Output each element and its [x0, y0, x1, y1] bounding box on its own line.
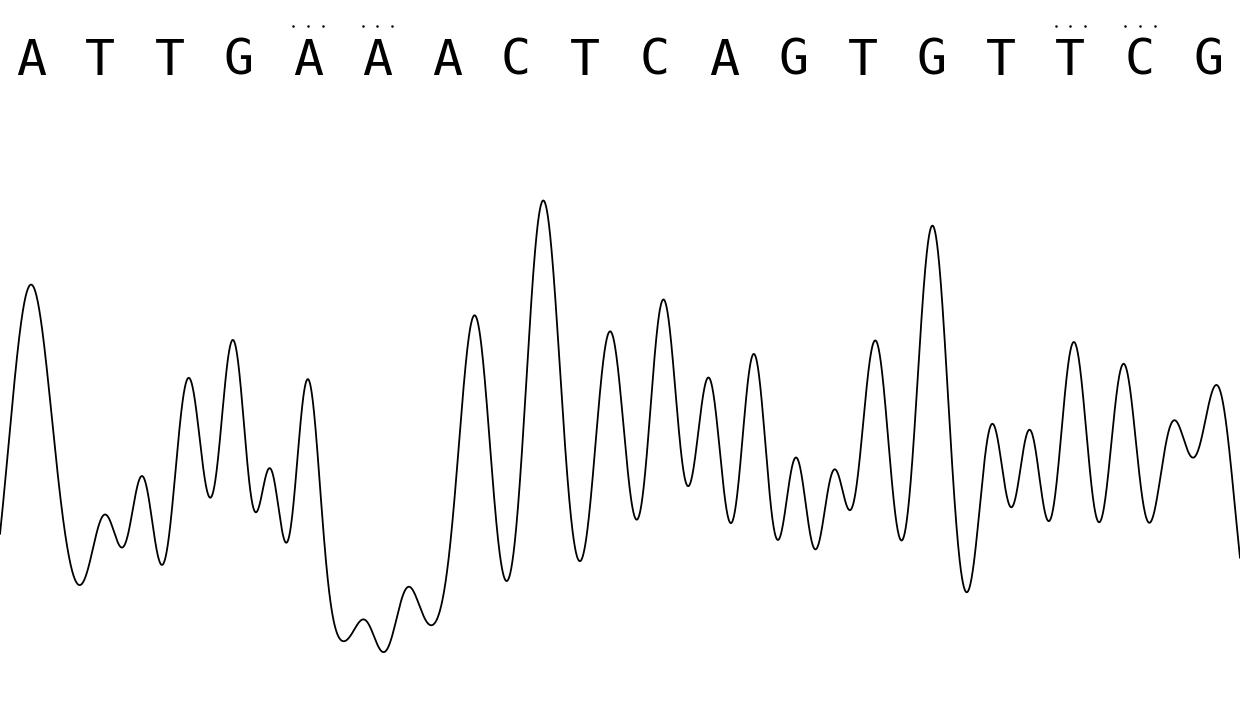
Text: G: G — [223, 37, 254, 85]
Text: A: A — [432, 37, 461, 85]
Text: C: C — [640, 37, 670, 85]
Text: A: A — [293, 37, 324, 85]
Text: A: A — [16, 37, 46, 85]
Text: A: A — [709, 37, 739, 85]
Text: T: T — [986, 37, 1017, 85]
Text: A: A — [362, 37, 393, 85]
Text: G: G — [916, 37, 947, 85]
Text: T: T — [155, 37, 185, 85]
Text: G: G — [779, 37, 808, 85]
Text: C: C — [1125, 37, 1154, 85]
Text: T: T — [847, 37, 878, 85]
Text: C: C — [501, 37, 531, 85]
Text: T: T — [86, 37, 115, 85]
Text: T: T — [570, 37, 600, 85]
Text: T: T — [1055, 37, 1085, 85]
Text: G: G — [1194, 37, 1224, 85]
